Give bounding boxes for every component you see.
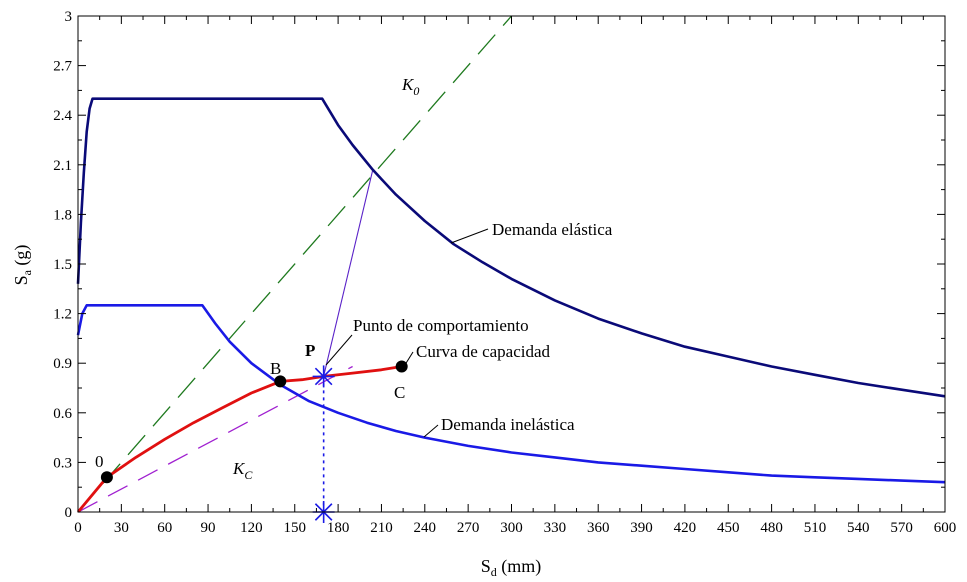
point-label-0: 0: [95, 452, 104, 471]
annotation-curva-capacidad: Curva de capacidad: [416, 342, 551, 361]
point-b-marker: [274, 375, 287, 388]
plot-frame: [77, 15, 946, 513]
plot-area: [76, 15, 946, 523]
point-c-marker: [395, 360, 408, 373]
y-axis-title: Sa (g): [11, 245, 34, 286]
x-tick-label: 120: [240, 520, 263, 536]
k0-label: K0: [401, 75, 419, 98]
x-tick-label: 180: [327, 520, 350, 536]
kc-line: [77, 365, 353, 513]
performance-point-label: P: [305, 341, 315, 360]
point-0-marker: [100, 471, 113, 484]
y-tick-label: 2.7: [53, 59, 72, 75]
x-tick-label: 150: [284, 520, 307, 536]
x-tick-label: 570: [890, 520, 913, 536]
x-tick-label: 360: [587, 520, 610, 536]
y-tick-label: 3: [65, 9, 73, 25]
leader-demanda-elastica: [450, 228, 489, 244]
inelastic-demand-curve: [76, 303, 946, 484]
x-axis-title: Sd (mm): [481, 556, 542, 579]
x-tick-label: 210: [370, 520, 393, 536]
tick-labels: 0 30 60 90 120 150 180 210 240 270 300 330 360 390 420…: [53, 9, 956, 536]
x-tick-label: 0: [74, 520, 82, 536]
star-stroke: [314, 367, 333, 386]
annotation-punto-comportamiento: Punto de comportamiento: [353, 316, 529, 335]
k0-line: [77, 15, 512, 513]
x-tick-label: 450: [717, 520, 740, 536]
y-tick-label: 1.5: [53, 257, 72, 273]
x-tick-label: 330: [544, 520, 567, 536]
capacity-curve: [76, 365, 402, 513]
y-tick-label: 2.1: [53, 158, 72, 174]
annotation-demanda-inelastica: Demanda inelástica: [441, 415, 575, 434]
annotation-demanda-elastica: Demanda elástica: [492, 220, 613, 239]
x-tick-label: 510: [804, 520, 827, 536]
x-tick-label: 270: [457, 520, 480, 536]
y-tick-label: 0.3: [53, 455, 72, 471]
leader-demanda-inelastica: [423, 424, 439, 438]
y-tick-label: 0: [65, 505, 73, 521]
x-tick-label: 300: [500, 520, 523, 536]
x-tick-label: 390: [630, 520, 653, 536]
x-tick-label: 240: [414, 520, 437, 536]
y-tick-label: 2.4: [53, 108, 72, 124]
point-label-c: C: [394, 383, 405, 402]
radial-line: [323, 169, 374, 377]
tick-marks: [77, 15, 946, 513]
x-tick-label: 90: [201, 520, 216, 536]
performance-point-marker: [312, 365, 335, 388]
y-tick-label: 0.6: [53, 406, 72, 422]
x-tick-label: 420: [674, 520, 697, 536]
leader-curva-capacidad: [402, 351, 414, 369]
elastic-demand-curve: [76, 97, 946, 398]
x-tick-label: 600: [934, 520, 957, 536]
x-tick-label: 540: [847, 520, 870, 536]
x-tick-label: 480: [760, 520, 783, 536]
kc-label: KC: [232, 459, 253, 482]
y-tick-label: 1.8: [53, 207, 72, 223]
axes: [77, 15, 946, 513]
point-label-b: B: [270, 359, 281, 378]
leader-punto-comportamiento: [325, 334, 353, 366]
x-tick-label: 30: [114, 520, 129, 536]
y-tick-label: 1.2: [53, 307, 72, 323]
y-tick-label: 0.9: [53, 356, 72, 372]
x-tick-label: 60: [157, 520, 172, 536]
